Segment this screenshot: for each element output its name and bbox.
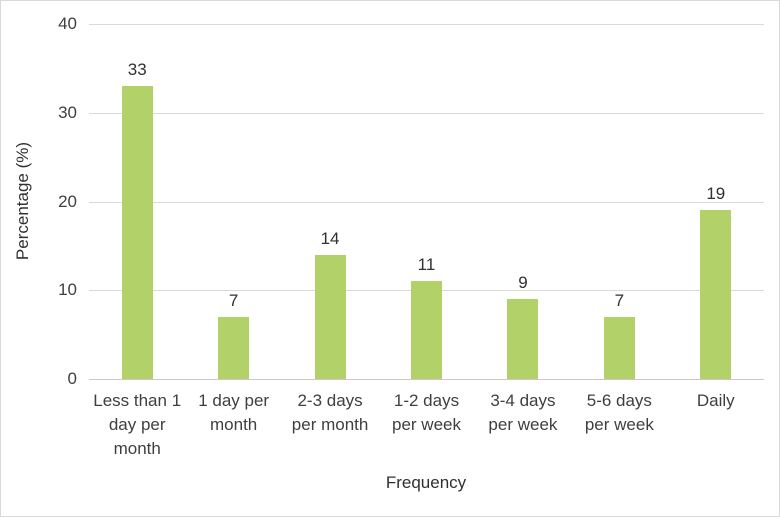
x-axis-line xyxy=(89,379,764,380)
x-axis-title: Frequency xyxy=(385,473,467,492)
category-label: Less than 1 day per month xyxy=(93,391,182,458)
bar-value-label: 33 xyxy=(127,60,147,80)
category-label: Daily xyxy=(696,391,735,410)
y-tick-label: 10 xyxy=(58,280,77,300)
bar-value-label: 9 xyxy=(518,273,528,293)
bar-value-label: 19 xyxy=(706,184,726,204)
bar xyxy=(411,281,442,379)
bar xyxy=(700,210,732,379)
bar-value-label: 7 xyxy=(614,290,625,310)
gridline xyxy=(89,24,764,25)
bar xyxy=(121,86,153,379)
bar-value-label: 14 xyxy=(320,228,340,248)
bar xyxy=(314,254,346,379)
y-axis-title: Percentage (%) xyxy=(13,141,32,261)
category-label: 1-2 days per week xyxy=(392,391,461,434)
bar-value-label: 7 xyxy=(228,290,239,310)
bar xyxy=(218,316,250,379)
plot-area: 33 7 14 11 9 7 19 xyxy=(89,24,764,379)
y-tick-label: 0 xyxy=(67,369,77,388)
gridline xyxy=(89,112,764,114)
bar xyxy=(603,316,635,379)
category-label: 5-6 days per week xyxy=(584,391,654,434)
category-label: 2-3 days per month xyxy=(291,391,369,434)
category-label: 1 day per month xyxy=(198,391,270,434)
bar xyxy=(507,299,539,379)
y-tick-label: 30 xyxy=(58,102,77,122)
y-tick-label: 40 xyxy=(58,14,77,33)
bar-value-label: 11 xyxy=(417,255,436,275)
gridline xyxy=(89,201,764,203)
y-tick-label: 20 xyxy=(58,191,77,211)
category-label: 3-4 days per week xyxy=(488,391,558,434)
